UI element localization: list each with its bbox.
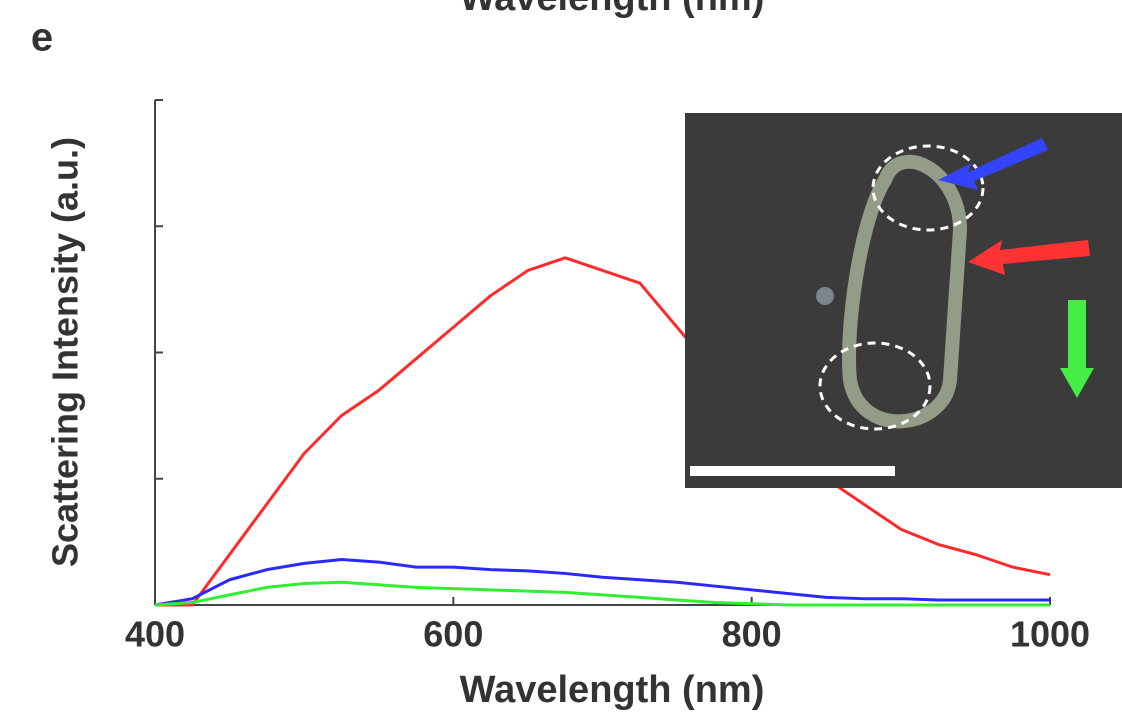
series-line (154, 580, 1050, 607)
red-arrow (968, 240, 1090, 275)
cell-outline (842, 154, 968, 429)
dashed-circle (818, 341, 932, 431)
dashed-circle (871, 144, 985, 232)
x-axis-label: Wavelength (nm) (460, 669, 765, 711)
inset-image (685, 113, 1122, 488)
particle (816, 287, 834, 305)
series-line (154, 558, 1050, 607)
panel-label: e (31, 16, 53, 60)
x-tick-label: 400 (125, 614, 185, 655)
x-tick-label: 600 (423, 614, 483, 655)
x-tick-label: 1000 (1010, 614, 1090, 655)
x-tick-label: 800 (722, 614, 782, 655)
cut-label: Wavelength (nm) (460, 0, 765, 19)
green-arrow (1060, 300, 1094, 398)
plot-area: 400 600 800 1000 (125, 99, 1090, 655)
series-line (155, 256, 1051, 607)
scale-bar (690, 466, 895, 476)
blue-arrow (938, 138, 1048, 190)
y-axis-label: Scattering Intensity (a.u.) (45, 137, 86, 567)
